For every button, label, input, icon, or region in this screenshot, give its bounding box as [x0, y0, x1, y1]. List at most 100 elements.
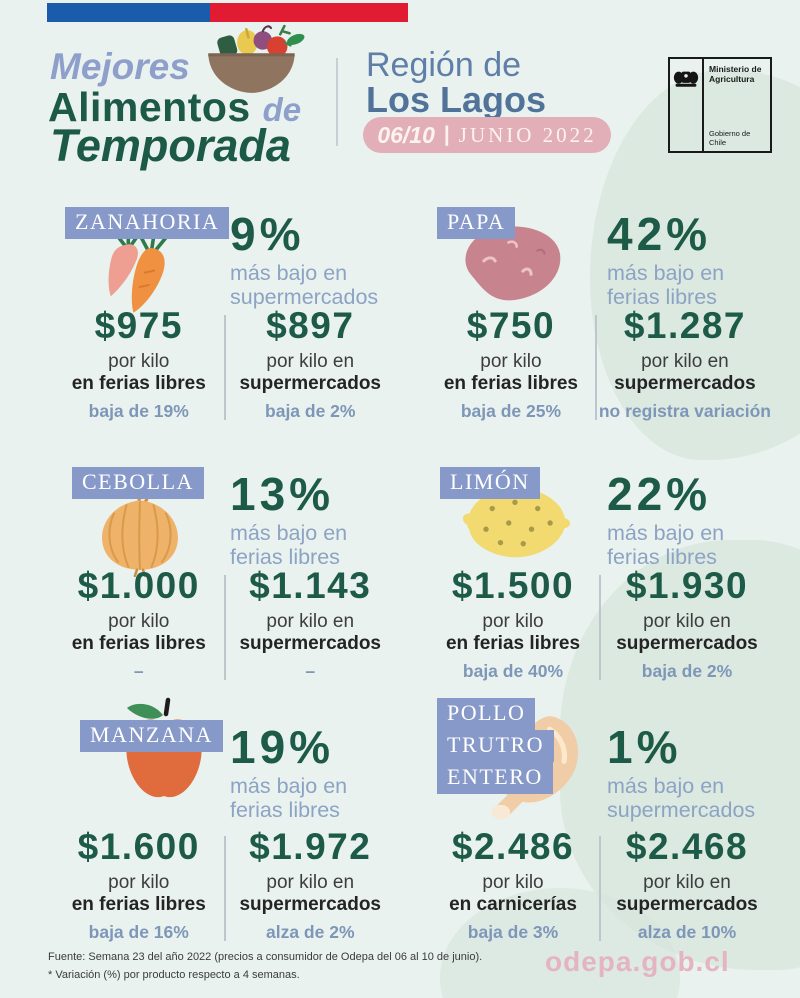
market-variation: baja de 3% [467, 921, 559, 942]
market-unit-line1: por kilo [482, 611, 544, 632]
market-price: $1.600 [77, 826, 200, 867]
market-variation: baja de 25% [460, 400, 562, 421]
price-divider [223, 575, 226, 680]
super-variation: no registra variación [598, 400, 771, 421]
coat-of-arms-icon [670, 59, 704, 151]
product-card-lemon: LIMÓN 22% más bajo en ferias libres $1.500 p… [425, 455, 775, 687]
market-price-column: $1.500 por kilo en ferias libres baja de 40… [427, 567, 599, 682]
discount-stat: 13% más bajo en ferias libres [230, 471, 347, 569]
market-price-column: $750 por kilo en ferias libres baja de 25% [427, 307, 595, 422]
price-divider [599, 836, 601, 941]
super-unit-line1: por kilo en [643, 872, 731, 893]
date-month-year: JUNIO 2022 [458, 122, 597, 147]
super-unit-line2: supermercados [239, 893, 381, 915]
market-unit-line1: por kilo [482, 872, 544, 893]
ministry-logo: Ministerio de Agricultura Gobierno de Ch… [668, 57, 772, 153]
discount-stat: 42% más bajo en ferias libres [607, 211, 724, 309]
product-name-label: ZANAHORIA [65, 207, 230, 239]
market-variation: baja de 40% [462, 660, 564, 681]
discount-desc-line2: ferias libres [607, 285, 717, 310]
discount-percent: 19% [230, 721, 335, 773]
date-range: 06/10 [377, 121, 435, 148]
market-unit-line2: en ferias libres [443, 372, 578, 394]
onion-icon [92, 485, 189, 577]
source-note: Fuente: Semana 23 del año 2022 (precios … [48, 949, 482, 984]
title-de-text: de [262, 91, 302, 128]
discount-desc-line1: más bajo en [230, 521, 348, 545]
market-price: $2.486 [451, 826, 575, 867]
super-price: $1.287 [623, 305, 746, 346]
super-unit-line1: por kilo en [266, 611, 355, 632]
discount-desc-line2: supermercados [607, 798, 756, 823]
ministry-logo-text: Ministerio de Agricultura Gobierno de Ch… [704, 59, 770, 151]
super-price: $1.143 [249, 565, 372, 606]
price-divider [594, 315, 597, 420]
price-divider [223, 315, 226, 420]
market-price-column: $2.486 por kilo en carnicerías baja de 3% [427, 828, 599, 943]
product-name-line: PAPA [437, 207, 516, 239]
product-name-label: POLLO TRUTRO ENTERO [437, 698, 554, 794]
discount-desc-line2: ferias libres [230, 545, 340, 570]
super-unit-line2: supermercados [616, 893, 758, 915]
discount-desc-line1: más bajo en [607, 521, 725, 545]
market-price-column: $975 por kilo en ferias libres baja de 19% [54, 307, 224, 422]
government-name: Gobierno de Chile [709, 129, 751, 147]
market-unit-line1: por kilo [108, 351, 170, 372]
product-name-label: PAPA [437, 207, 516, 239]
super-variation: baja de 2% [641, 660, 733, 681]
super-unit-line2: supermercados [614, 372, 756, 394]
product-card-chicken: POLLO TRUTRO ENTERO 1% más bajo en supermerc… [425, 690, 775, 942]
price-comparison: $750 por kilo en ferias libres baja de 25% $… [427, 307, 773, 422]
discount-desc-line2: supermercados [230, 285, 379, 310]
market-price: $1.000 [77, 565, 200, 606]
super-unit-line1: por kilo en [266, 872, 355, 893]
super-price-column: $2.468 por kilo en supermercados alza de 10… [601, 828, 773, 943]
market-unit-line2: en ferias libres [71, 632, 206, 654]
product-name-line: POLLO [437, 698, 536, 730]
market-unit-line1: por kilo [108, 611, 170, 632]
product-name-line: ZANAHORIA [65, 207, 230, 239]
super-unit-line1: por kilo en [266, 351, 355, 372]
discount-desc-line1: más bajo en [607, 774, 725, 798]
market-unit-line2: en ferias libres [445, 632, 581, 654]
discount-stat: 9% más bajo en supermercados [230, 211, 378, 309]
market-variation: – [133, 660, 144, 681]
product-name-line: CEBOLLA [72, 467, 204, 499]
super-unit-line2: supermercados [239, 632, 381, 654]
discount-desc-line2: ferias libres [230, 798, 340, 823]
super-variation: alza de 10% [637, 921, 737, 942]
potato-icon [451, 211, 569, 315]
super-unit-line2: supermercados [616, 632, 758, 654]
region-label: Región de [366, 46, 522, 84]
market-price-column: $1.600 por kilo en ferias libres baja de 16… [54, 828, 224, 943]
product-name-line: MANZANA [80, 720, 223, 752]
super-price-column: $897 por kilo en supermercados baja de 2% [226, 307, 396, 422]
super-variation: alza de 2% [265, 921, 355, 942]
product-card-potato: PAPA 42% más bajo en ferias libres $750 por … [425, 195, 775, 427]
discount-percent: 9% [230, 208, 305, 260]
market-unit-line1: por kilo [108, 872, 170, 893]
market-variation: baja de 16% [88, 921, 189, 942]
super-variation: baja de 2% [265, 400, 356, 421]
market-unit-line2: en ferias libres [71, 372, 206, 394]
product-name-line: LIMÓN [440, 467, 540, 499]
discount-stat: 22% más bajo en ferias libres [607, 471, 724, 569]
price-divider [599, 575, 601, 680]
product-name-line: ENTERO [437, 762, 553, 794]
discount-percent: 13% [230, 468, 335, 520]
product-name-label: CEBOLLA [72, 467, 204, 499]
market-price: $750 [466, 305, 556, 346]
super-price: $1.972 [249, 826, 372, 867]
region-name: Los Lagos [366, 79, 547, 120]
title-line-alimentos: Alimentos de [48, 84, 301, 131]
ministry-name: Ministerio de Agricultura [709, 64, 762, 85]
title-line-mejores: Mejores [50, 46, 190, 87]
discount-desc-line1: más bajo en [230, 774, 348, 798]
discount-percent: 1% [607, 721, 682, 773]
super-price: $897 [266, 305, 355, 346]
odepa-website-link[interactable]: odepa.gob.cl [545, 946, 730, 977]
discount-desc-line1: más bajo en [230, 261, 348, 285]
product-card-carrot: ZANAHORIA 9% más bajo en supermercados $975… [52, 195, 397, 427]
super-unit-line1: por kilo en [643, 611, 731, 632]
